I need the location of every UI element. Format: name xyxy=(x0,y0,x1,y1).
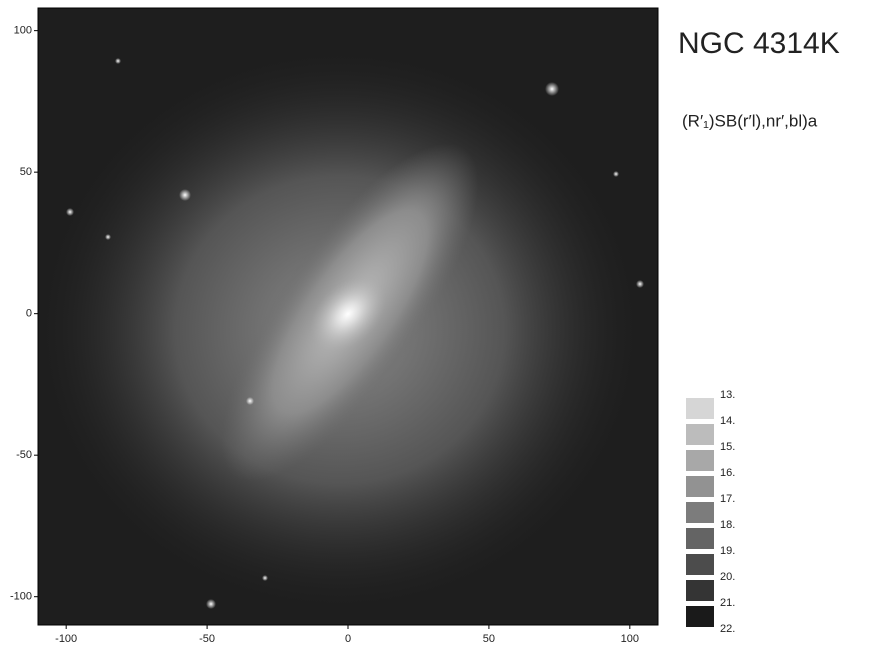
x-tick-label: -50 xyxy=(199,633,215,645)
legend-label: 21. xyxy=(720,597,735,609)
y-tick-label: -100 xyxy=(10,591,32,603)
legend-swatch xyxy=(686,450,714,471)
x-tick-label: -100 xyxy=(55,633,77,645)
x-tick-label: 50 xyxy=(483,633,495,645)
y-tick-label: 0 xyxy=(26,308,32,320)
legend-label: 14. xyxy=(720,415,735,427)
y-tick-label: 50 xyxy=(20,166,32,178)
subtitle: (R′₁)SB(r′l),nr′,bl)a xyxy=(682,111,818,130)
legend-label: 15. xyxy=(720,441,735,453)
legend-label: 20. xyxy=(720,571,735,583)
legend-swatch xyxy=(686,476,714,497)
legend-label: 22. xyxy=(720,623,735,635)
x-tick-label: 100 xyxy=(621,633,639,645)
legend-swatch xyxy=(686,424,714,445)
legend-swatch xyxy=(686,580,714,601)
legend-label: 13. xyxy=(720,389,735,401)
galaxy-image xyxy=(38,8,658,625)
y-tick-label: -50 xyxy=(16,449,32,461)
x-tick-label: 0 xyxy=(345,633,351,645)
legend-label: 17. xyxy=(720,493,735,505)
y-tick-label: 100 xyxy=(14,25,32,37)
legend-label: 18. xyxy=(720,519,735,531)
legend-label: 16. xyxy=(720,467,735,479)
legend-label: 19. xyxy=(720,545,735,557)
legend-swatch xyxy=(686,502,714,523)
title: NGC 4314K xyxy=(678,27,840,60)
legend-swatch xyxy=(686,398,714,419)
legend-swatch xyxy=(686,606,714,627)
legend-swatch xyxy=(686,554,714,575)
legend-swatch xyxy=(686,528,714,549)
figure: NGC 4314K (R′₁)SB(r′l),nr′,bl)a -100 -50 0… xyxy=(0,0,894,660)
